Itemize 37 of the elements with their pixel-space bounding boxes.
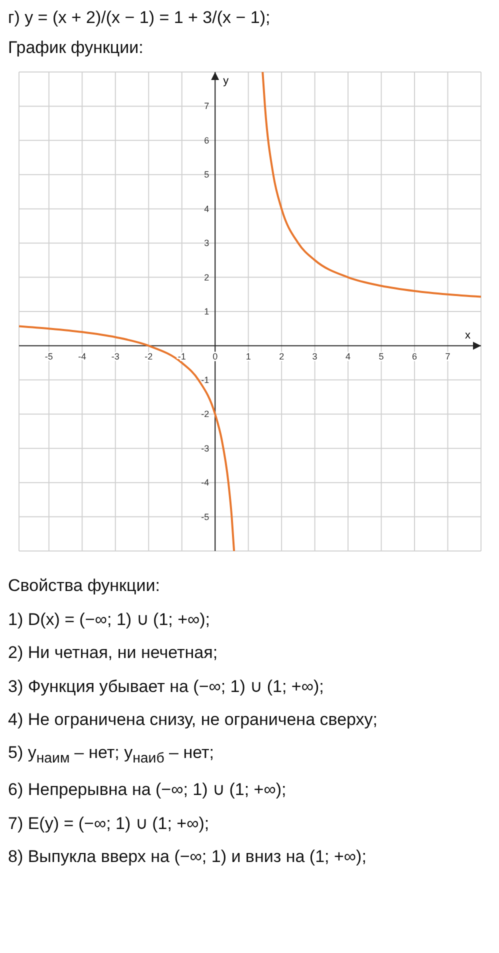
text: 4) Не ограничена снизу, не ограничена сверху; [8,710,379,730]
text: 1) D(x) = (−∞; 1) ∪ (1; +∞); [8,609,212,630]
x-tick-label: -1 [178,352,186,362]
x-tick-label: -4 [78,352,86,362]
text: 6) Непрерывна на (−∞; 1) ∪ (1; +∞); [8,779,288,800]
y-tick-label: 7 [204,101,210,112]
x-tick-label: 5 [378,352,384,362]
x-axis-title: x [465,330,471,342]
x-tick-label: 2 [279,352,284,362]
x-tick-label: 3 [312,352,318,362]
x-tick-label: -5 [44,352,53,362]
chart-subtitle: График функции: [8,38,144,58]
chart-title: г) y = (x + 2)/(x − 1) = 1 + 3/(x − 1); [8,8,272,28]
x-tick-label: -3 [111,352,120,362]
x-tick-label: 7 [445,352,450,362]
text: 7) E(y) = (−∞; 1) ∪ (1; +∞); [8,813,210,834]
x-tick-label: 4 [346,352,351,362]
x-tick-label: 6 [412,352,418,362]
y-tick-label: -4 [201,478,210,488]
y-tick-label: 6 [204,135,210,146]
text: 3) Функция убывает на (−∞; 1) ∪ (1; +∞); [8,676,325,697]
y-tick-label: 4 [204,204,210,214]
y-axis-title: y [223,75,230,87]
text: Свойства функции: [8,576,161,596]
text: 5) y$_{наим}$ – нет; y$_{наиб}$ – нет; [8,743,216,766]
y-tick-label: -2 [201,409,210,420]
text: 8) Выпукла вверх на (−∞; 1) и вниз на (1; +∞); [8,847,368,868]
y-tick-label: -5 [201,512,210,522]
y-tick-label: -3 [201,443,210,454]
x-tick-label: 1 [246,352,251,362]
y-tick-label: 5 [204,170,210,180]
y-tick-label: -1 [201,374,210,385]
text: 2) Ни четная, ни нечетная; [8,643,219,663]
x-tick-label: -2 [144,352,153,362]
y-tick-label: 3 [204,238,210,248]
y-tick-label: 1 [204,306,210,316]
y-tick-label: 2 [204,272,210,282]
